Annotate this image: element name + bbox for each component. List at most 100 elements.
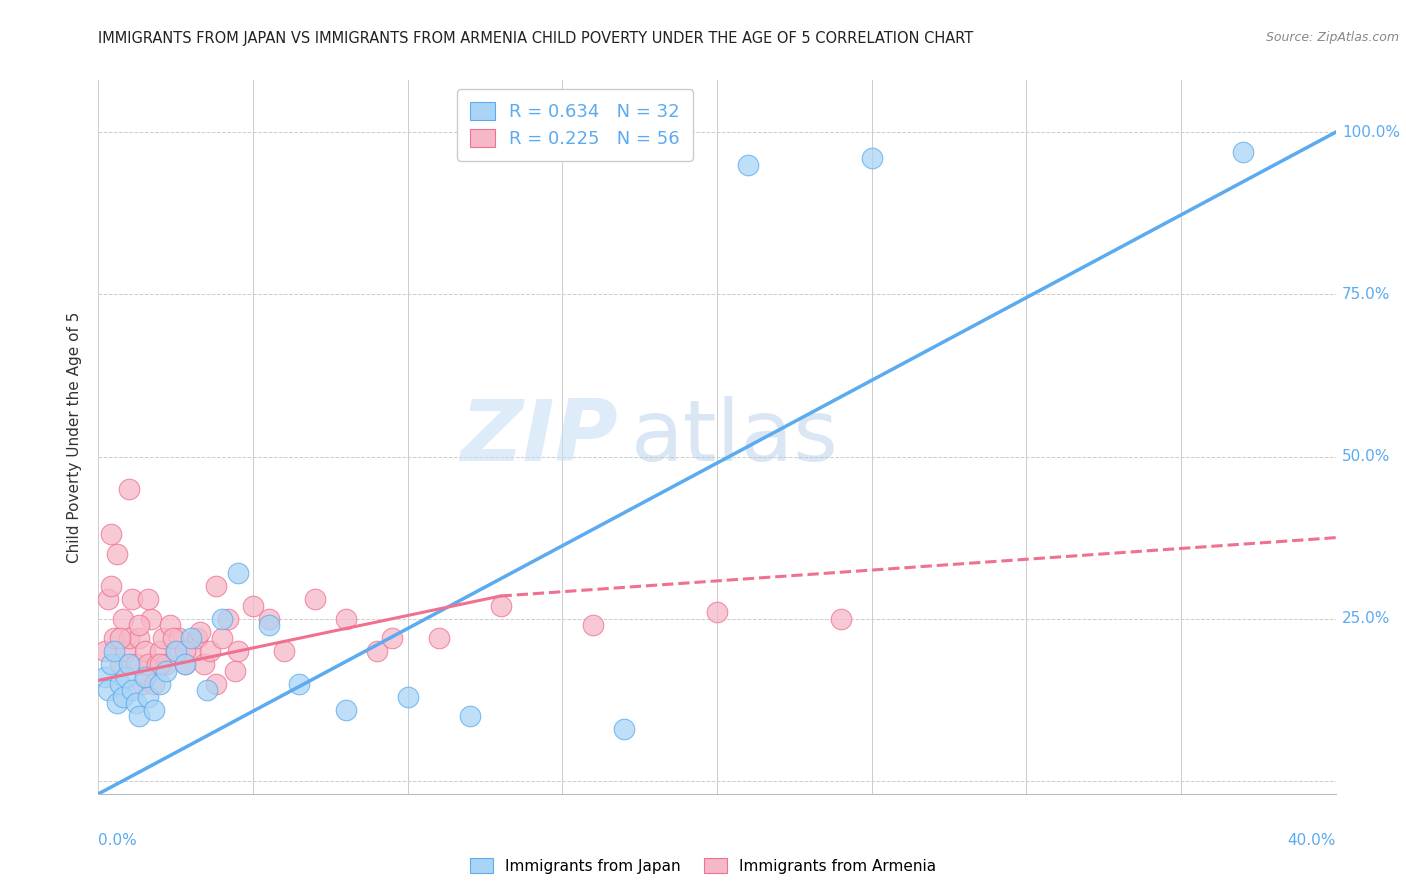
Point	[335, 702, 357, 716]
Point	[139, 612, 162, 626]
Text: 0.0%: 0.0%	[98, 833, 138, 848]
Point	[257, 618, 280, 632]
Point	[830, 612, 852, 626]
Point	[108, 631, 131, 645]
Point	[118, 631, 141, 645]
Point	[582, 618, 605, 632]
Point	[226, 566, 249, 581]
Point	[152, 631, 174, 645]
Point	[146, 657, 169, 672]
Point	[162, 631, 184, 645]
Text: ZIP: ZIP	[460, 395, 619, 479]
Point	[136, 690, 159, 704]
Point	[366, 644, 388, 658]
Point	[115, 644, 138, 658]
Point	[100, 657, 122, 672]
Point	[108, 657, 131, 672]
Point	[167, 631, 190, 645]
Point	[136, 592, 159, 607]
Point	[112, 612, 135, 626]
Point	[489, 599, 512, 613]
Point	[1232, 145, 1254, 159]
Point	[198, 644, 221, 658]
Point	[136, 657, 159, 672]
Point	[381, 631, 404, 645]
Text: 100.0%: 100.0%	[1341, 125, 1400, 140]
Point	[134, 644, 156, 658]
Point	[165, 644, 187, 658]
Point	[242, 599, 264, 613]
Point	[149, 676, 172, 690]
Point	[131, 676, 153, 690]
Point	[205, 579, 228, 593]
Point	[155, 664, 177, 678]
Point	[118, 657, 141, 672]
Point	[105, 547, 128, 561]
Point	[613, 722, 636, 736]
Point	[165, 644, 187, 658]
Point	[143, 676, 166, 690]
Point	[124, 657, 146, 672]
Point	[174, 644, 197, 658]
Point	[427, 631, 450, 645]
Point	[217, 612, 239, 626]
Point	[124, 696, 146, 710]
Point	[737, 158, 759, 172]
Point	[134, 670, 156, 684]
Point	[186, 631, 208, 645]
Text: 25.0%: 25.0%	[1341, 611, 1391, 626]
Point	[115, 670, 138, 684]
Point	[273, 644, 295, 658]
Point	[211, 631, 233, 645]
Point	[112, 690, 135, 704]
Point	[195, 683, 218, 698]
Point	[288, 676, 311, 690]
Point	[226, 644, 249, 658]
Point	[335, 612, 357, 626]
Text: 40.0%: 40.0%	[1288, 833, 1336, 848]
Point	[458, 709, 481, 723]
Point	[93, 644, 115, 658]
Point	[174, 657, 197, 672]
Point	[304, 592, 326, 607]
Point	[211, 612, 233, 626]
Legend: R = 0.634   N = 32, R = 0.225   N = 56: R = 0.634 N = 32, R = 0.225 N = 56	[457, 89, 693, 161]
Point	[159, 618, 181, 632]
Text: Source: ZipAtlas.com: Source: ZipAtlas.com	[1265, 31, 1399, 45]
Point	[97, 683, 120, 698]
Point	[180, 631, 202, 645]
Point	[149, 644, 172, 658]
Text: 75.0%: 75.0%	[1341, 287, 1391, 301]
Point	[93, 670, 115, 684]
Point	[103, 631, 125, 645]
Text: 50.0%: 50.0%	[1341, 449, 1391, 464]
Point	[149, 657, 172, 672]
Point	[97, 592, 120, 607]
Legend: Immigrants from Japan, Immigrants from Armenia: Immigrants from Japan, Immigrants from A…	[464, 852, 942, 880]
Point	[103, 644, 125, 658]
Point	[205, 676, 228, 690]
Point	[105, 696, 128, 710]
Point	[257, 612, 280, 626]
Point	[128, 618, 150, 632]
Point	[180, 644, 202, 658]
Text: IMMIGRANTS FROM JAPAN VS IMMIGRANTS FROM ARMENIA CHILD POVERTY UNDER THE AGE OF : IMMIGRANTS FROM JAPAN VS IMMIGRANTS FROM…	[98, 31, 974, 46]
Point	[100, 527, 122, 541]
Y-axis label: Child Poverty Under the Age of 5: Child Poverty Under the Age of 5	[67, 311, 83, 563]
Point	[128, 709, 150, 723]
Point	[143, 702, 166, 716]
Point	[128, 631, 150, 645]
Point	[121, 683, 143, 698]
Point	[121, 592, 143, 607]
Point	[100, 579, 122, 593]
Point	[193, 657, 215, 672]
Point	[396, 690, 419, 704]
Text: atlas: atlas	[630, 395, 838, 479]
Point	[108, 676, 131, 690]
Point	[860, 151, 883, 165]
Point	[190, 624, 212, 639]
Point	[155, 657, 177, 672]
Point	[118, 482, 141, 496]
Point	[224, 664, 246, 678]
Point	[174, 657, 197, 672]
